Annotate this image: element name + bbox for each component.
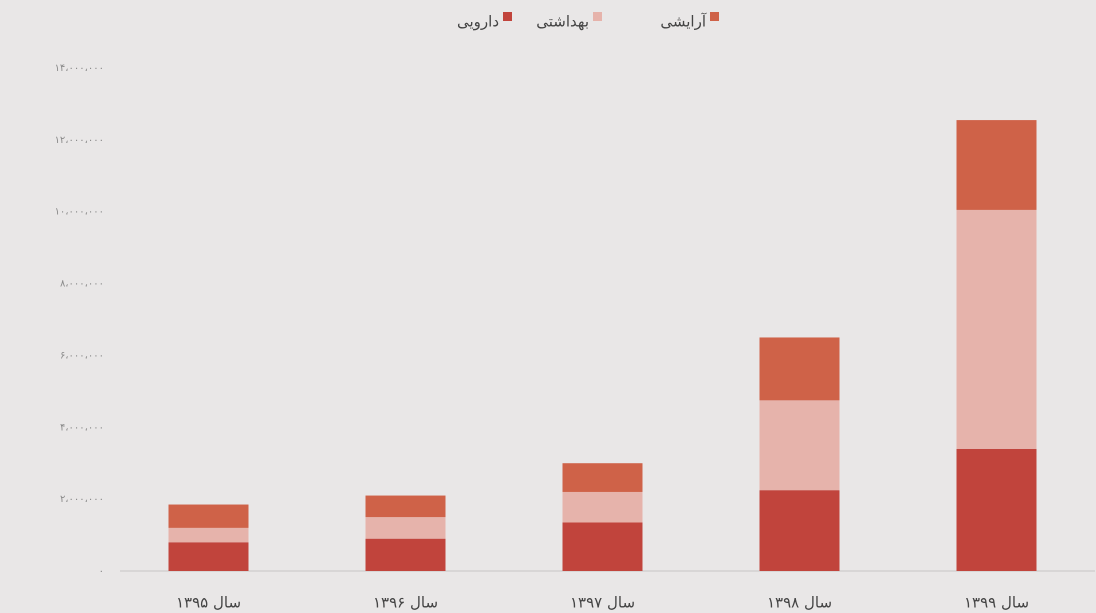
bar-segment	[168, 542, 249, 571]
bar-segment	[759, 490, 840, 571]
bar-segment	[168, 527, 249, 543]
y-tick-label: ۰	[99, 566, 104, 577]
y-tick-label: ۱۲،۰۰۰،۰۰۰	[55, 135, 104, 146]
y-tick-label: ۶،۰۰۰،۰۰۰	[60, 350, 104, 361]
x-tick-label: سال ۱۳۹۵	[176, 594, 241, 612]
y-tick-label: ۱۴،۰۰۰،۰۰۰	[55, 63, 104, 74]
bar-segment	[562, 463, 643, 492]
legend-label: بهداشتی	[536, 13, 589, 31]
bar-segment	[562, 522, 643, 571]
bar-segment	[562, 491, 643, 523]
y-tick-label: ۱۰،۰۰۰،۰۰۰	[55, 207, 104, 218]
legend-swatch	[593, 12, 602, 21]
bar-segment	[365, 538, 446, 571]
x-tick-label: سال ۱۳۹۸	[767, 594, 832, 612]
legend-swatch	[503, 12, 512, 21]
bar-segment	[956, 448, 1037, 571]
y-tick-label: ۲،۰۰۰،۰۰۰	[60, 494, 104, 505]
legend-swatch	[710, 12, 719, 21]
bar-segment	[168, 504, 249, 528]
legend-label: دارویی	[457, 13, 499, 31]
bar-segment	[365, 495, 446, 518]
x-tick-label: سال ۱۳۹۷	[570, 594, 635, 612]
x-tick-label: سال ۱۳۹۹	[964, 594, 1029, 612]
bar-segment	[365, 517, 446, 539]
bar-segment	[956, 120, 1037, 210]
bar-segment	[956, 209, 1037, 449]
bar-segment	[759, 400, 840, 491]
y-tick-label: ۴،۰۰۰،۰۰۰	[60, 422, 104, 433]
x-tick-label: سال ۱۳۹۶	[373, 594, 438, 612]
y-tick-label: ۸،۰۰۰،۰۰۰	[60, 279, 104, 290]
bar-segment	[759, 337, 840, 401]
legend-label: آرایشی	[660, 13, 706, 31]
